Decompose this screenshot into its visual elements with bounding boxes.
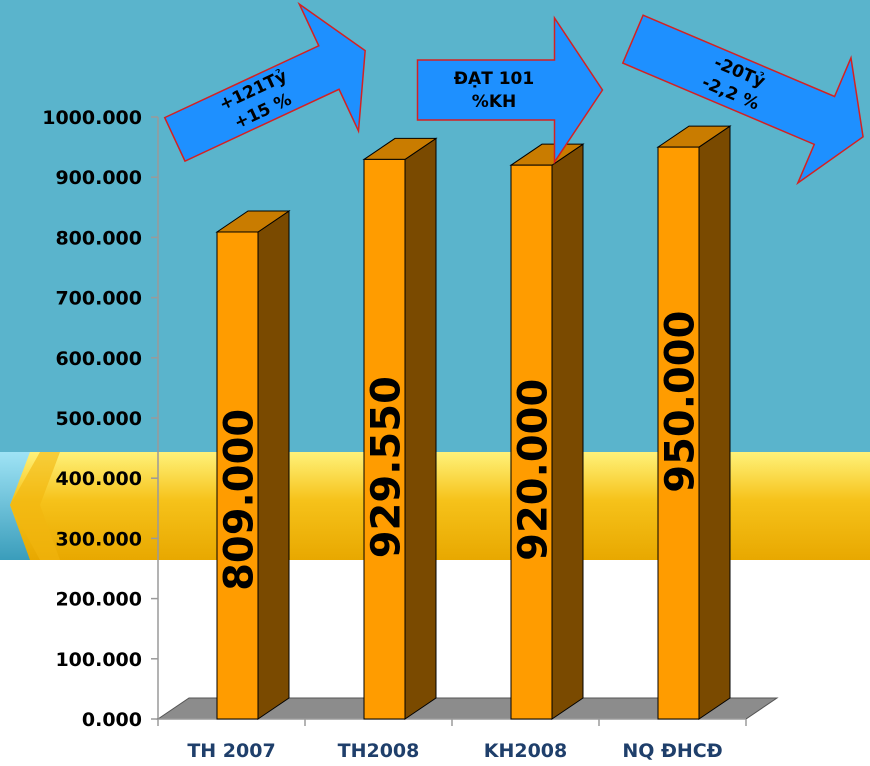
data-label: 929.550 (364, 376, 410, 558)
y-tick-label: 700.000 (55, 288, 142, 310)
y-tick-label: 900.000 (55, 167, 142, 189)
bar-side (698, 125, 731, 720)
arrow-shape (163, 1, 366, 163)
data-label: 950.000 (658, 311, 704, 493)
bar-side (404, 137, 437, 720)
x-tick-label: TH2008 (338, 740, 420, 762)
y-tick-label: 200.000 (55, 589, 142, 611)
bar: 929.550 (362, 137, 438, 720)
arrow-shape (621, 14, 864, 186)
annotation-line-1: ĐẠT 101 (454, 69, 534, 89)
y-tick-label: 0.000 (82, 709, 142, 731)
bar-front (363, 158, 406, 720)
bar-front (510, 164, 553, 720)
y-tick-label: 1000.000 (42, 107, 142, 129)
x-tick-label: KH2008 (484, 740, 568, 762)
bar: 920.000 (509, 143, 585, 720)
bar-side (551, 143, 584, 720)
y-tick-label: 800.000 (55, 227, 142, 249)
annotation-arrow: -20Tỷ-2,2 % (621, 14, 864, 186)
bar: 950.000 (656, 125, 732, 720)
bar-front (216, 231, 259, 720)
data-label: 920.000 (511, 379, 557, 561)
decor-band-notch (10, 452, 60, 560)
y-tick-label: 300.000 (55, 528, 142, 550)
annotation-arrow: ĐẠT 101 %KH (416, 15, 604, 165)
bar: 809.000 (215, 210, 291, 720)
bar-front (657, 146, 700, 720)
x-tick-label: NQ ĐHCĐ (622, 740, 722, 762)
annotation-line-2: %KH (472, 92, 516, 112)
arrow-shape (416, 15, 604, 165)
x-tick-label: TH 2007 (187, 740, 275, 762)
data-label: 809.000 (217, 409, 263, 591)
y-tick-label: 600.000 (55, 348, 142, 370)
y-tick-label: 400.000 (55, 468, 142, 490)
y-tick-label: 500.000 (55, 408, 142, 430)
decor-band-tab (0, 452, 30, 560)
bar-side (257, 210, 290, 720)
y-tick-label: 100.000 (55, 649, 142, 671)
